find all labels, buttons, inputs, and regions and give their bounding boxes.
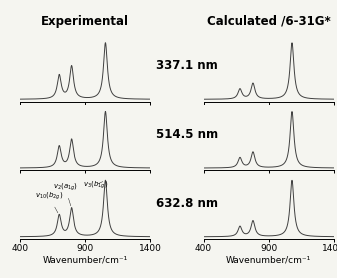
Text: 632.8 nm: 632.8 nm: [156, 197, 218, 210]
Text: $v_{10}(b_{2g})$: $v_{10}(b_{2g})$: [35, 190, 63, 213]
Text: 514.5 nm: 514.5 nm: [156, 128, 218, 141]
Text: $v_{2}(a_{1g})$: $v_{2}(a_{1g})$: [53, 182, 78, 206]
X-axis label: Wavenumber/cm⁻¹: Wavenumber/cm⁻¹: [43, 256, 128, 265]
X-axis label: Wavenumber/cm⁻¹: Wavenumber/cm⁻¹: [226, 256, 311, 265]
Text: $v_{3}(b_{1g})$: $v_{3}(b_{1g})$: [83, 179, 108, 190]
Text: Experimental: Experimental: [41, 15, 129, 28]
Text: 337.1 nm: 337.1 nm: [156, 59, 218, 72]
Text: Calculated /6-31G*: Calculated /6-31G*: [207, 15, 331, 28]
